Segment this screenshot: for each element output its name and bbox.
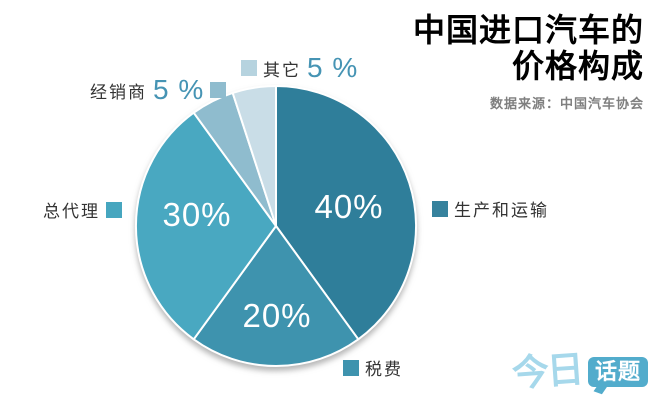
pie-slice-40 <box>275 85 417 341</box>
legend-swatch-shengchan <box>432 200 448 217</box>
legend-swatch-zongdaili <box>106 201 122 218</box>
legend-shuifei: 税费 <box>343 355 403 380</box>
logo-bubble-huati: 话题 <box>587 356 648 387</box>
legend-jingxiaoshang: 经销商 5 % <box>90 74 227 105</box>
legend-label-jingxiaoshang: 经销商 <box>90 82 147 102</box>
pie-slice-30 <box>135 111 277 341</box>
legend-label-zongdaili: 总代理 <box>43 202 100 221</box>
pie-slice-5 <box>231 85 277 227</box>
pie-slice-20 <box>192 225 360 368</box>
legend-value-qita: 5 % <box>307 52 359 83</box>
legend-label-qita: 其它 <box>263 60 301 80</box>
legend-zongdaili: 总代理 <box>43 197 122 222</box>
legend-value-jingxiaoshang: 5 % <box>153 74 205 105</box>
data-source: 数据来源：中国汽车协会 <box>489 96 644 111</box>
title-block: 中国进口汽车的 价格构成 数据来源：中国汽车协会 <box>413 12 644 112</box>
legend-swatch-jingxiaoshang <box>210 82 227 98</box>
pie-label-20: 20% <box>242 297 312 334</box>
pie-label-40: 40% <box>314 188 384 225</box>
legend-qita: 其它 5 % <box>241 54 358 82</box>
legend-label-shuifei: 税费 <box>365 360 403 379</box>
legend-shengchan: 生产和运输 <box>432 196 549 221</box>
page-title-line2: 价格构成 <box>511 48 644 84</box>
page-title-line1: 中国进口汽车的 <box>412 12 644 48</box>
pie-slices <box>135 85 417 368</box>
brand-logo: 今日 话题 <box>510 347 648 396</box>
pie-label-30: 30% <box>162 196 232 233</box>
logo-text-jinri: 今日 <box>510 347 584 396</box>
legend-swatch-qita <box>241 60 257 76</box>
legend-swatch-shuifei <box>343 359 359 376</box>
legend-label-shengchan: 生产和运输 <box>454 201 549 220</box>
